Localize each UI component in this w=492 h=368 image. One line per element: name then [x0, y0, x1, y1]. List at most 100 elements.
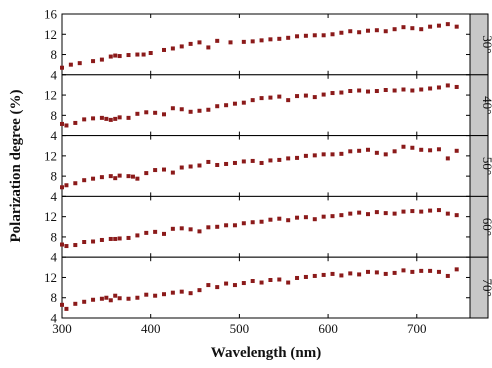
- data-point: [60, 185, 64, 190]
- data-point: [401, 209, 406, 214]
- data-point: [330, 152, 335, 157]
- data-point: [99, 296, 104, 301]
- data-point: [241, 100, 246, 105]
- data-point: [357, 210, 362, 215]
- data-point: [312, 217, 317, 222]
- panel-strip: [469, 256, 489, 319]
- data-point: [436, 23, 441, 28]
- data-point: [286, 35, 291, 40]
- data-point: [135, 233, 140, 238]
- data-point: [312, 33, 317, 38]
- data-point: [188, 291, 193, 296]
- data-point: [366, 89, 370, 94]
- data-point: [215, 104, 220, 109]
- data-point: [91, 297, 96, 302]
- data-point: [303, 274, 308, 279]
- data-point: [153, 293, 158, 298]
- data-point: [401, 87, 406, 92]
- data-point: [250, 98, 255, 103]
- data-point: [197, 288, 202, 293]
- data-point: [170, 170, 175, 175]
- data-point: [286, 156, 291, 161]
- data-point: [321, 33, 326, 38]
- data-point: [117, 236, 122, 241]
- data-point: [179, 165, 184, 170]
- data-point: [144, 230, 149, 235]
- data-point: [60, 242, 64, 247]
- data-point: [162, 292, 166, 297]
- data-point: [277, 36, 282, 41]
- data-point: [454, 84, 459, 89]
- panel-frame: [61, 74, 471, 137]
- data-point: [197, 163, 202, 168]
- data-point: [241, 221, 246, 226]
- data-point: [339, 273, 344, 278]
- data-point: [206, 107, 211, 112]
- data-point: [321, 272, 326, 277]
- data-point: [232, 283, 237, 288]
- data-point: [419, 209, 424, 214]
- data-point: [286, 98, 291, 103]
- data-point: [82, 240, 87, 244]
- data-point: [99, 175, 104, 180]
- data-point: [108, 298, 113, 303]
- data-point: [153, 168, 158, 173]
- data-point: [445, 22, 450, 27]
- data-point: [445, 83, 450, 88]
- data-point: [104, 295, 109, 300]
- data-point: [188, 109, 193, 114]
- data-point: [60, 121, 64, 126]
- data-point: [268, 217, 273, 222]
- data-point: [366, 212, 370, 217]
- data-point: [348, 29, 353, 34]
- data-point: [428, 148, 433, 153]
- data-point: [330, 32, 335, 37]
- data-point: [206, 159, 211, 164]
- data-point: [392, 88, 397, 93]
- data-point: [162, 112, 166, 117]
- data-point: [73, 243, 78, 248]
- data-point: [64, 244, 69, 249]
- data-point: [64, 183, 69, 188]
- data-point: [419, 147, 424, 152]
- data-point: [126, 296, 131, 301]
- data-point: [206, 225, 211, 230]
- data-point: [224, 281, 229, 286]
- data-point: [428, 208, 433, 213]
- data-point: [303, 93, 308, 98]
- data-point: [188, 41, 193, 46]
- data-point: [330, 91, 335, 96]
- x-tick-label: 500: [230, 321, 250, 336]
- y-tick-label: 8: [51, 108, 58, 123]
- data-point: [232, 160, 237, 165]
- data-point: [348, 211, 353, 216]
- panel-frame: [61, 256, 471, 319]
- y-tick-label: 8: [51, 290, 58, 305]
- data-point: [428, 86, 433, 91]
- y-tick-label: 12: [44, 209, 57, 224]
- data-point: [99, 237, 104, 242]
- y-tick-label: 8: [51, 229, 58, 244]
- data-point: [135, 295, 140, 300]
- data-point: [295, 215, 300, 220]
- data-point: [82, 299, 87, 304]
- panel-5: 70° 4 8 12: [44, 256, 492, 326]
- data-point: [374, 210, 379, 215]
- data-point: [374, 28, 379, 33]
- data-point: [135, 111, 140, 116]
- data-point: [419, 27, 424, 32]
- data-point: [250, 39, 255, 44]
- data-point: [374, 89, 379, 94]
- data-point: [383, 271, 388, 276]
- data-point: [295, 94, 300, 99]
- data-point: [357, 88, 362, 93]
- data-point: [117, 115, 122, 120]
- strip-label: 30°: [480, 35, 492, 53]
- data-point: [454, 213, 459, 218]
- data-point: [277, 157, 282, 162]
- data-point: [259, 160, 264, 165]
- data-point: [454, 24, 459, 29]
- data-point: [312, 273, 317, 278]
- y-axis-title: Polarization degree (%): [8, 89, 24, 242]
- data-point: [374, 150, 379, 155]
